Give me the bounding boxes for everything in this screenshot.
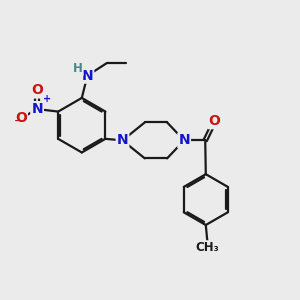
Text: H: H	[73, 62, 83, 75]
Text: −: −	[14, 116, 24, 126]
Text: N: N	[31, 102, 43, 116]
Text: N: N	[117, 134, 128, 147]
Text: CH₃: CH₃	[196, 241, 219, 254]
Text: O: O	[208, 114, 220, 128]
Text: N: N	[178, 134, 190, 147]
Text: N: N	[82, 69, 93, 82]
Text: O: O	[15, 111, 27, 125]
Text: +: +	[43, 94, 51, 104]
Text: O: O	[31, 83, 43, 98]
